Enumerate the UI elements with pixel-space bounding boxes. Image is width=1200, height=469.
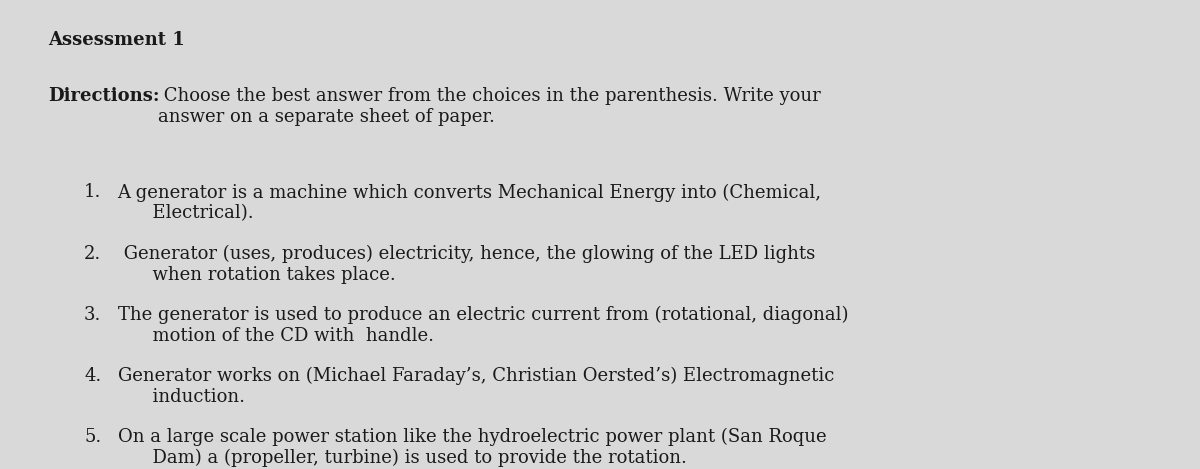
Text: Generator works on (Michael Faraday’s, Christian Oersted’s) Electromagnetic
    : Generator works on (Michael Faraday’s, C… (118, 367, 834, 406)
Text: Assessment 1: Assessment 1 (48, 30, 185, 49)
Text: Choose the best answer from the choices in the parenthesis. Write your
answer on: Choose the best answer from the choices … (158, 87, 821, 126)
Text: On a large scale power station like the hydroelectric power plant (San Roque
   : On a large scale power station like the … (118, 428, 827, 468)
Text: A generator is a machine which converts Mechanical Energy into (Chemical,
      : A generator is a machine which converts … (118, 183, 822, 222)
Text: Generator (uses, produces) electricity, hence, the glowing of the LED lights
   : Generator (uses, produces) electricity, … (118, 245, 815, 284)
Text: 5.: 5. (84, 428, 101, 446)
Text: Directions:: Directions: (48, 87, 160, 106)
Text: 4.: 4. (84, 367, 101, 385)
Text: 3.: 3. (84, 306, 101, 324)
Text: The generator is used to produce an electric current from (rotational, diagonal): The generator is used to produce an elec… (118, 306, 848, 345)
Text: 2.: 2. (84, 245, 101, 263)
Text: 1.: 1. (84, 183, 101, 202)
